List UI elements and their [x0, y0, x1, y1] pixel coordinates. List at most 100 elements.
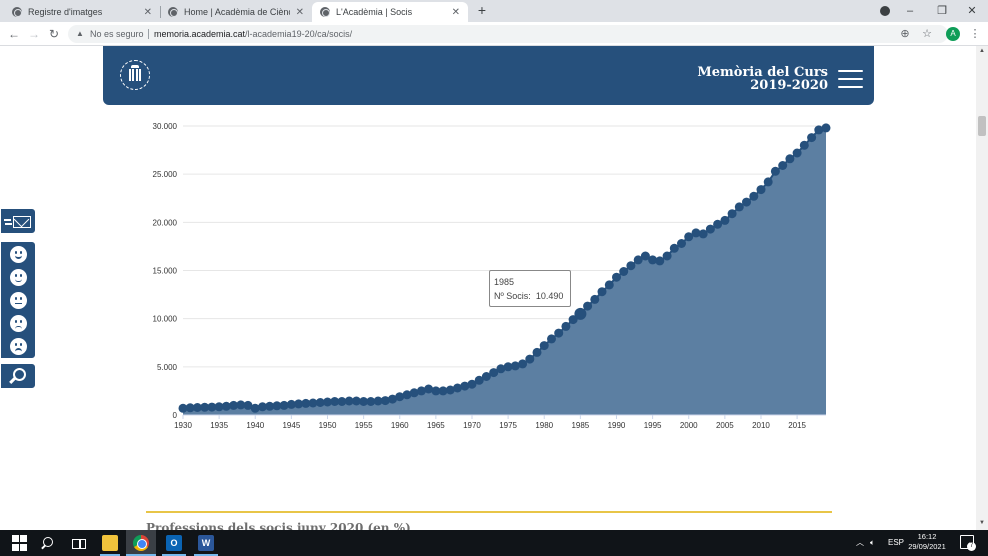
data-point: [778, 161, 788, 170]
data-point: [286, 399, 296, 409]
data-point: [192, 403, 202, 412]
memoria-title: Memòria del Curs 2019-2020: [697, 66, 828, 92]
happy-face-icon[interactable]: [10, 269, 27, 286]
data-point: [792, 148, 802, 158]
back-arrow-icon[interactable]: ←: [8, 27, 20, 41]
tooltip-value-row: Nº Socis: 10.490: [494, 289, 566, 303]
tab-home-academia[interactable]: Home | Acadèmia de Ciències Mè ✕: [160, 2, 312, 22]
data-point: [698, 229, 708, 239]
browser-toolbar: ← → ↻ ▲ No es seguro memoria.academia.ca…: [0, 22, 988, 46]
very-happy-face-icon[interactable]: [10, 246, 27, 263]
word-open-indicator: [194, 554, 218, 556]
data-point: [200, 402, 210, 412]
data-point: [496, 364, 506, 374]
scroll-up-icon[interactable]: ▲: [979, 48, 985, 54]
close-window-button[interactable]: ✕: [967, 5, 977, 17]
data-point: [539, 341, 549, 351]
x-tick-label: 1970: [463, 421, 481, 430]
sad-face-icon[interactable]: [10, 338, 27, 355]
mail-button[interactable]: [0, 208, 36, 234]
data-point: [481, 372, 491, 381]
menu-kebab-icon[interactable]: ⋮: [969, 28, 981, 40]
forward-arrow-icon[interactable]: →: [28, 27, 40, 41]
tooltip-label: Nº Socis:: [494, 291, 531, 301]
tab-separator: [160, 6, 161, 18]
word-icon[interactable]: W: [198, 535, 214, 551]
members-area-chart: 0 5.000 10.000 15.000 20.000 25.000 30.000 1930…: [140, 110, 840, 440]
bookmark-star-icon[interactable]: ☆: [922, 28, 932, 40]
series-area: [183, 127, 826, 416]
x-tick-label: 1950: [319, 421, 337, 430]
data-point: [214, 402, 224, 412]
taskbar-search-icon[interactable]: [40, 535, 56, 551]
y-tick-label: 25.000: [153, 170, 178, 179]
volume-icon[interactable]: 🔈︎: [870, 538, 875, 547]
data-point: [749, 191, 759, 201]
tab-registre-imatges[interactable]: Registre d'imatges ✕: [4, 2, 160, 22]
unhappy-face-icon[interactable]: [10, 315, 27, 332]
url-text[interactable]: memoria.academia.cat/l-academia19-20/ca/…: [154, 25, 352, 43]
minimize-button[interactable]: –: [906, 5, 914, 17]
x-tick-label: 1965: [427, 421, 445, 430]
data-point: [250, 403, 260, 413]
scroll-down-icon[interactable]: ▼: [979, 520, 985, 526]
data-point: [258, 402, 267, 412]
outlook-icon[interactable]: O: [166, 535, 182, 551]
page-scrollbar[interactable]: ▲ ▼: [976, 46, 988, 530]
data-point: [402, 390, 412, 400]
media-record-icon[interactable]: [880, 6, 890, 16]
data-point: [229, 400, 239, 410]
x-tick-label: 1935: [210, 421, 228, 430]
taskbar-clock[interactable]: 16:12 29/09/2021: [904, 532, 950, 552]
profile-avatar[interactable]: A: [946, 27, 960, 41]
data-point: [807, 133, 817, 143]
data-point: [590, 294, 600, 304]
security-label[interactable]: No es seguro: [90, 29, 144, 39]
chrome-icon[interactable]: [133, 535, 149, 551]
data-point: [677, 239, 686, 248]
data-point: [720, 215, 730, 225]
site-search-button[interactable]: [0, 363, 36, 389]
windows-start-icon[interactable]: [12, 535, 28, 551]
data-point: [431, 386, 441, 396]
input-language[interactable]: ESP: [888, 538, 905, 547]
tab-label: L'Acadèmia | Socis: [336, 7, 413, 17]
data-point: [612, 272, 621, 282]
data-point: [409, 388, 419, 398]
data-point: [547, 334, 556, 344]
data-point: [207, 402, 217, 412]
notification-center-icon[interactable]: 7: [960, 535, 976, 551]
neutral-face-icon[interactable]: [10, 292, 27, 309]
close-tab-icon[interactable]: ✕: [451, 6, 460, 18]
tab-academia-socis[interactable]: L'Acadèmia | Socis ✕: [312, 2, 468, 22]
file-explorer-icon[interactable]: [102, 535, 118, 551]
scrollbar-thumb[interactable]: [978, 116, 986, 136]
data-point: [742, 197, 751, 207]
close-tab-icon[interactable]: ✕: [295, 6, 304, 18]
data-point: [453, 383, 462, 393]
clock-time: 16:12: [917, 532, 937, 541]
chart-svg: 0 5.000 10.000 15.000 20.000 25.000 30.000 1930…: [153, 122, 831, 430]
restore-button[interactable]: ❐: [937, 5, 947, 17]
task-view-icon[interactable]: [70, 535, 86, 551]
page-viewport: Memòria del Curs 2019-2020 0 5.000 10.000 1…: [0, 46, 976, 530]
tray-chevron-icon[interactable]: ︿: [856, 538, 864, 547]
data-point: [337, 397, 347, 406]
address-bar[interactable]: ▲ No es seguro memoria.academia.cat/l-ac…: [68, 25, 948, 43]
data-point: [388, 394, 397, 404]
data-point: [438, 386, 448, 396]
data-point: [272, 401, 282, 411]
y-tick-label: 20.000: [153, 218, 178, 227]
x-tick-label: 1940: [246, 421, 264, 430]
new-tab-button[interactable]: +: [477, 2, 487, 18]
reload-icon[interactable]: ↻: [48, 27, 60, 41]
x-tick-label: 1960: [391, 421, 409, 430]
url-path: /l-academia19-20/ca/socis/: [245, 29, 353, 39]
data-point: [814, 125, 824, 135]
zoom-icon[interactable]: ⊕: [900, 28, 910, 40]
hamburger-menu-icon[interactable]: [838, 70, 863, 88]
academia-logo-icon[interactable]: [120, 60, 150, 90]
close-tab-icon[interactable]: ✕: [143, 6, 152, 18]
y-tick-label: 30.000: [153, 122, 178, 131]
search-icon-handle: [9, 376, 16, 384]
